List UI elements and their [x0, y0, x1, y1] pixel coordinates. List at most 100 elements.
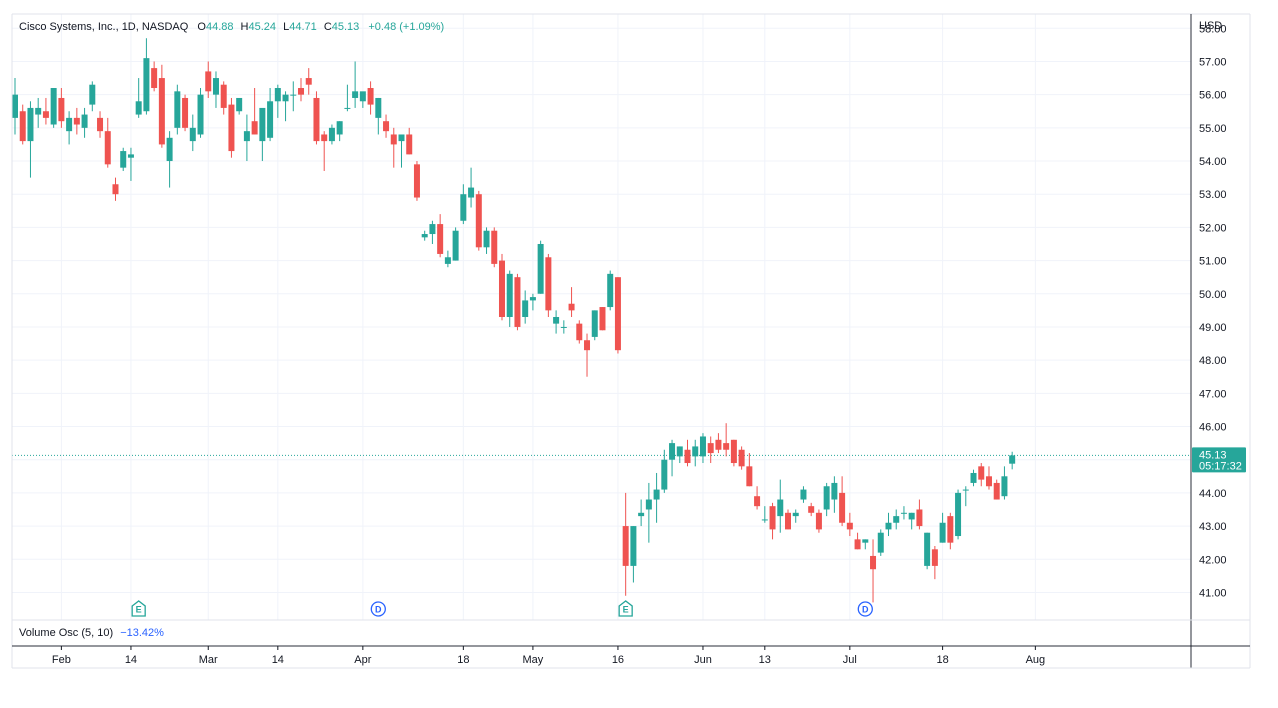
candle[interactable]	[298, 78, 305, 102]
candle[interactable]	[808, 502, 815, 517]
candle[interactable]	[66, 111, 73, 145]
candle[interactable]	[174, 84, 181, 135]
candle[interactable]	[676, 446, 683, 464]
candle[interactable]	[514, 273, 521, 331]
candle[interactable]	[831, 476, 838, 513]
candle[interactable]	[730, 439, 737, 467]
candle[interactable]	[893, 509, 900, 530]
candle[interactable]	[336, 121, 343, 142]
candle[interactable]	[792, 509, 799, 523]
candle[interactable]	[398, 134, 405, 168]
candle[interactable]	[27, 101, 34, 178]
candle[interactable]	[375, 97, 382, 135]
candle[interactable]	[785, 509, 791, 530]
candle[interactable]	[638, 499, 645, 527]
candle[interactable]	[205, 61, 212, 98]
candle[interactable]	[259, 107, 266, 162]
candle[interactable]	[545, 253, 552, 317]
candle[interactable]	[877, 529, 884, 556]
candle[interactable]	[352, 61, 359, 108]
candle[interactable]	[560, 320, 567, 334]
candle[interactable]	[1001, 466, 1008, 500]
candle[interactable]	[491, 227, 498, 268]
candle[interactable]	[870, 539, 877, 603]
candle[interactable]	[127, 147, 134, 181]
candle[interactable]	[35, 97, 42, 128]
candle[interactable]	[437, 214, 444, 258]
time-axis[interactable]: Feb 14 Mar 14 Apr 18 May 16 Jun 13 Jul 18 Aug	[52, 646, 1045, 666]
candle[interactable]	[367, 81, 374, 115]
candle[interactable]	[135, 78, 142, 118]
candle[interactable]	[42, 97, 49, 125]
candle[interactable]	[19, 104, 26, 145]
candle[interactable]	[931, 545, 938, 580]
candle[interactable]	[761, 506, 768, 523]
candle[interactable]	[993, 479, 1000, 500]
candle[interactable]	[653, 472, 660, 523]
candle[interactable]	[143, 38, 150, 115]
candle[interactable]	[630, 526, 637, 583]
candle[interactable]	[661, 449, 668, 493]
candle[interactable]	[939, 512, 946, 543]
candle[interactable]	[885, 512, 892, 537]
candle[interactable]	[823, 482, 830, 517]
candle[interactable]	[97, 111, 104, 138]
candle[interactable]	[344, 84, 351, 112]
candle[interactable]	[715, 433, 722, 454]
candle[interactable]	[104, 117, 111, 168]
candle[interactable]	[50, 88, 57, 128]
candle[interactable]	[553, 310, 560, 334]
candle[interactable]	[962, 486, 969, 507]
candle[interactable]	[212, 71, 219, 108]
candle[interactable]	[591, 310, 598, 341]
candle[interactable]	[158, 64, 165, 148]
candle[interactable]	[529, 293, 536, 311]
candle[interactable]	[421, 230, 428, 241]
candle[interactable]	[483, 227, 490, 254]
candle[interactable]	[452, 227, 459, 261]
candle[interactable]	[754, 486, 761, 510]
candle[interactable]	[955, 489, 962, 540]
candle[interactable]	[707, 436, 714, 464]
earnings-marker[interactable]: E	[131, 600, 146, 617]
candle[interactable]	[723, 423, 730, 457]
candle[interactable]	[985, 466, 992, 490]
candle[interactable]	[290, 81, 297, 112]
candle[interactable]	[236, 97, 243, 115]
candle[interactable]	[429, 220, 436, 244]
candle[interactable]	[228, 97, 235, 158]
candle[interactable]	[854, 532, 861, 550]
candle[interactable]	[112, 177, 119, 201]
candle[interactable]	[251, 88, 258, 135]
candle[interactable]	[73, 107, 80, 135]
candle[interactable]	[576, 320, 583, 344]
candle[interactable]	[800, 486, 807, 503]
candle[interactable]	[738, 446, 745, 470]
candle[interactable]	[1009, 451, 1016, 470]
candle[interactable]	[120, 147, 127, 171]
candle[interactable]	[197, 88, 204, 138]
candle[interactable]	[777, 479, 784, 533]
candle[interactable]	[916, 499, 923, 530]
candle[interactable]	[81, 107, 88, 138]
candle[interactable]	[645, 482, 652, 543]
candle[interactable]	[475, 190, 482, 251]
candle[interactable]	[584, 333, 591, 377]
candle[interactable]	[568, 287, 575, 317]
candle[interactable]	[684, 439, 691, 467]
candle[interactable]	[614, 277, 621, 354]
dividend-marker[interactable]: D	[857, 601, 873, 617]
candle[interactable]	[468, 167, 475, 208]
candle[interactable]	[383, 114, 390, 138]
candle[interactable]	[692, 439, 699, 467]
candle[interactable]	[220, 81, 227, 115]
candlestick-series[interactable]	[12, 38, 1016, 603]
candle[interactable]	[406, 127, 413, 155]
candle[interactable]	[506, 270, 513, 327]
candle[interactable]	[166, 131, 173, 188]
candle[interactable]	[699, 433, 706, 464]
candle[interactable]	[862, 539, 869, 550]
candle[interactable]	[359, 91, 366, 108]
